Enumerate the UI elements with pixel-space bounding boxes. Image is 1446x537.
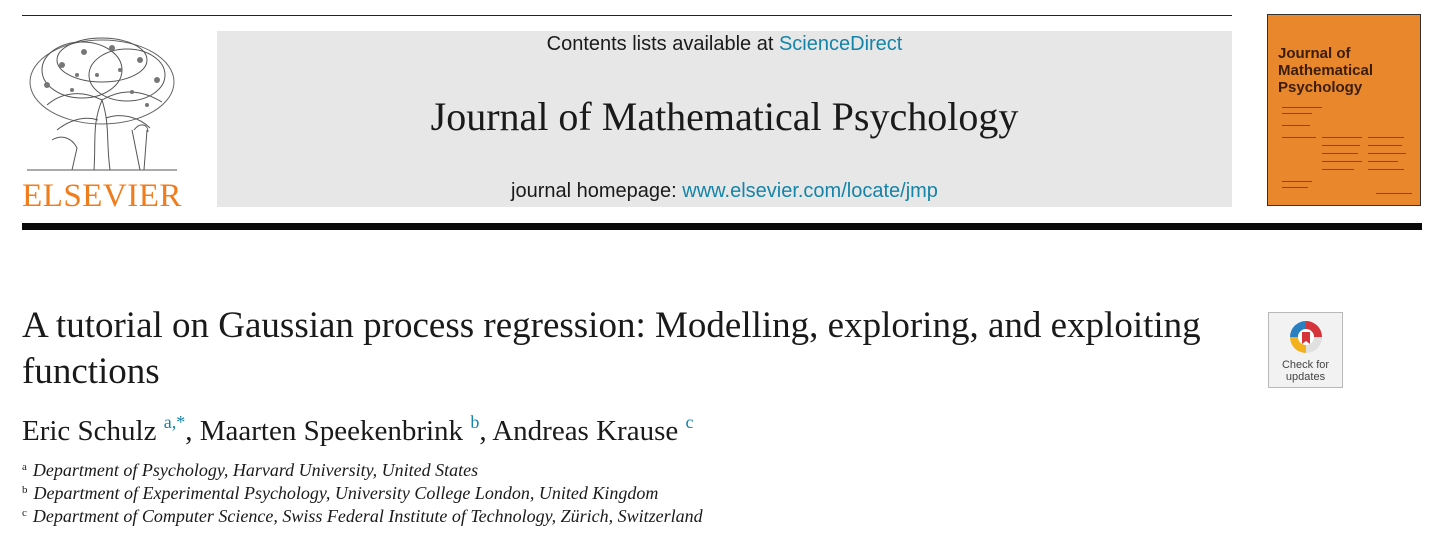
article-title: A tutorial on Gaussian process regressio… — [22, 305, 1201, 392]
elsevier-tree-icon — [27, 37, 177, 171]
author-name[interactable]: Eric Schulz — [22, 415, 157, 447]
elsevier-wordmark: ELSEVIER — [22, 178, 182, 214]
contents-prefix: Contents lists available at — [546, 33, 779, 55]
author-list: Eric Schulz a,*, Maarten Speekenbrink b,… — [22, 411, 1222, 454]
author-name[interactable]: Andreas Krause — [492, 415, 679, 447]
elsevier-logo[interactable]: ELSEVIER — [22, 30, 182, 214]
contents-line: Contents lists available at ScienceDirec… — [217, 32, 1232, 56]
cover-contents-lines — [1276, 107, 1416, 197]
header-bottom-rule — [22, 223, 1422, 230]
homepage-line: journal homepage: www.elsevier.com/locat… — [217, 179, 1232, 203]
header-top-rule — [22, 15, 1232, 16]
check-for-updates-badge[interactable]: Check for updates — [1268, 312, 1343, 388]
journal-homepage-link[interactable]: www.elsevier.com/locate/jmp — [682, 180, 938, 202]
author-name[interactable]: Maarten Speekenbrink — [199, 415, 464, 447]
author-separator: , — [479, 415, 493, 447]
author-affiliation-marks[interactable]: b — [470, 412, 480, 432]
affiliation-text: Department of Experimental Psychology, U… — [33, 483, 659, 503]
affiliation-text: Department of Computer Science, Swiss Fe… — [32, 506, 703, 526]
author-affiliation-marks[interactable]: c — [685, 412, 694, 432]
journal-title: Journal of Mathematical Psychology — [430, 94, 1019, 139]
author-separator: , — [185, 415, 200, 447]
affiliation-text: Department of Psychology, Harvard Univer… — [32, 460, 479, 480]
affiliation-mark: c — [22, 507, 27, 519]
affiliation-c: c Department of Computer Science, Swiss F… — [22, 505, 1022, 530]
homepage-prefix: journal homepage: — [511, 180, 683, 202]
journal-cover-thumbnail[interactable]: Journal of Mathematical Psychology — [1267, 14, 1421, 206]
author-affiliation-marks[interactable]: a,* — [163, 412, 186, 432]
check-for-updates-label: Check for updates — [1281, 359, 1330, 383]
journal-header-band: Contents lists available at ScienceDirec… — [217, 31, 1232, 207]
check-for-updates-icon — [1290, 321, 1322, 353]
cover-title: Journal of Mathematical Psychology — [1278, 45, 1374, 96]
affiliation-mark: b — [22, 484, 28, 496]
affiliation-b: b Department of Experimental Psychology, … — [22, 482, 1022, 507]
sciencedirect-link[interactable]: ScienceDirect — [778, 33, 903, 55]
affiliation-mark: a — [22, 461, 27, 473]
affiliation-a: a Department of Psychology, Harvard Unive… — [22, 459, 1022, 484]
